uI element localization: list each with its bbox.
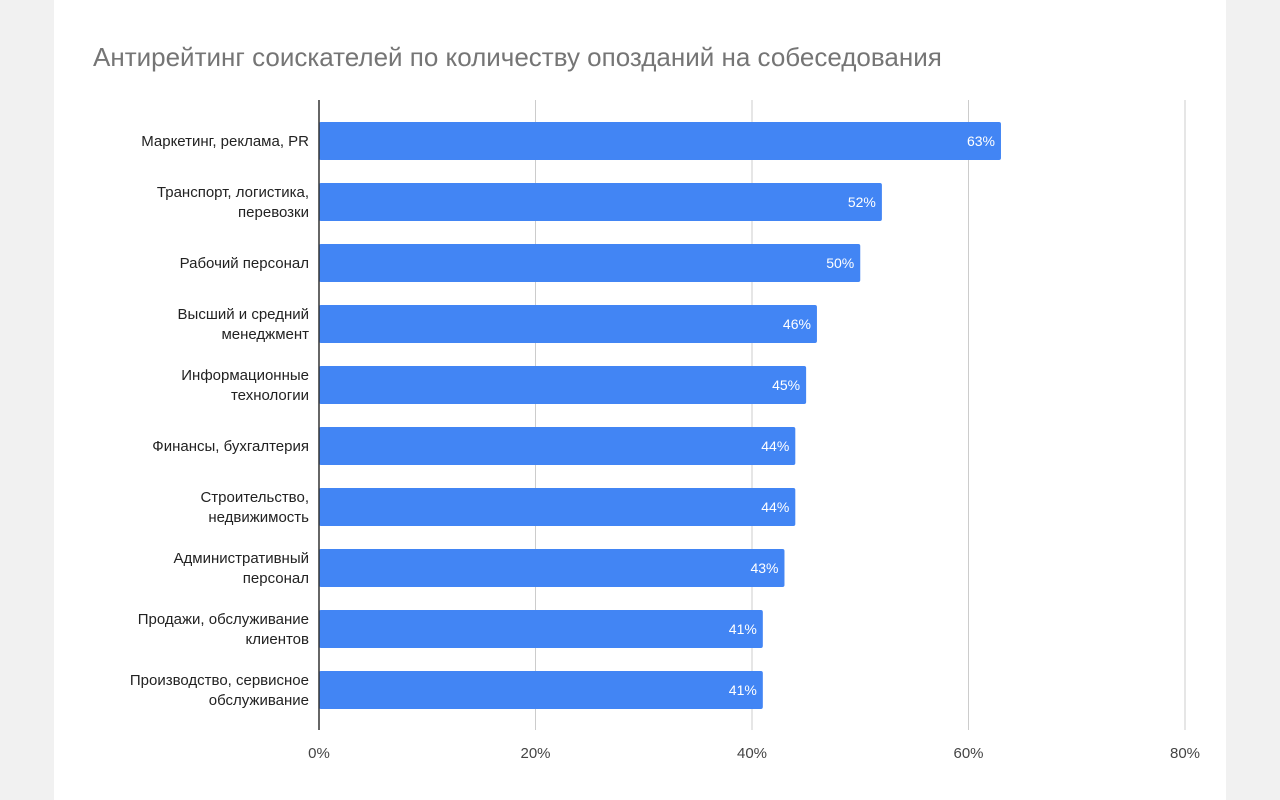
- category-label-line: Производство, сервисное: [130, 672, 309, 689]
- x-axis-ticks: 0% 20% 40% 60% 80%: [308, 745, 1200, 762]
- x-tick-label: 40%: [737, 745, 767, 762]
- bar: [319, 610, 763, 648]
- bar-value-label: 50%: [826, 255, 854, 271]
- bar: [319, 122, 1001, 160]
- category-label: Рабочий персонал: [180, 255, 309, 272]
- x-tick-label: 60%: [953, 745, 983, 762]
- category-label: Маркетинг, реклама, PR: [141, 133, 309, 150]
- category-labels: Маркетинг, реклама, PR Транспорт, логисти…: [130, 133, 309, 709]
- category-label-line: Высший и средний: [178, 306, 309, 323]
- category-label-line: Продажи, обслуживание: [138, 611, 309, 628]
- bar: [319, 183, 882, 221]
- category-label-line: обслуживание: [209, 692, 309, 709]
- chart-title: Антирейтинг соискателей по количеству оп…: [93, 42, 942, 72]
- bars: 63% 52% 50% 46% 45% 44% 44% 43% 41% 41%: [319, 122, 1001, 709]
- category-label: Строительство, недвижимость: [200, 489, 309, 526]
- bar-value-label: 44%: [761, 499, 789, 515]
- category-label-line: технологии: [231, 387, 309, 404]
- x-tick-label: 80%: [1170, 745, 1200, 762]
- bar: [319, 305, 817, 343]
- category-label: Продажи, обслуживание клиентов: [138, 611, 309, 648]
- bar-chart: Антирейтинг соискателей по количеству оп…: [93, 42, 1200, 762]
- category-label-line: Строительство,: [200, 489, 309, 506]
- bar-value-label: 41%: [729, 682, 757, 698]
- bar: [319, 427, 796, 465]
- chart-card: Антирейтинг соискателей по количеству оп…: [54, 0, 1226, 800]
- category-label-line: Транспорт, логистика,: [157, 184, 309, 201]
- category-label: Высший и средний менеджмент: [178, 306, 310, 343]
- category-label-line: перевозки: [238, 204, 309, 221]
- bar-value-label: 44%: [761, 438, 789, 454]
- bar-value-label: 52%: [848, 194, 876, 210]
- x-tick-label: 20%: [520, 745, 550, 762]
- bar: [319, 549, 785, 587]
- bar: [319, 671, 763, 709]
- bar-value-label: 63%: [967, 133, 995, 149]
- bar-value-label: 46%: [783, 316, 811, 332]
- category-label: Производство, сервисное обслуживание: [130, 672, 309, 709]
- category-label: Информационные технологии: [181, 367, 309, 404]
- bar: [319, 244, 861, 282]
- bar-value-label: 45%: [772, 377, 800, 393]
- bar-value-label: 41%: [729, 621, 757, 637]
- category-label-line: клиентов: [245, 631, 309, 648]
- category-label-line: персонал: [243, 570, 309, 587]
- category-label-line: недвижимость: [208, 509, 309, 526]
- category-label: Финансы, бухгалтерия: [152, 438, 309, 455]
- category-label: Транспорт, логистика, перевозки: [157, 184, 309, 221]
- category-label: Административный персонал: [174, 550, 310, 587]
- bar: [319, 488, 796, 526]
- category-label-line: Информационные: [181, 367, 309, 384]
- bar: [319, 366, 807, 404]
- bar-value-label: 43%: [750, 560, 778, 576]
- x-tick-label: 0%: [308, 745, 330, 762]
- category-label-line: Административный: [174, 550, 310, 567]
- category-label-line: менеджмент: [221, 326, 309, 343]
